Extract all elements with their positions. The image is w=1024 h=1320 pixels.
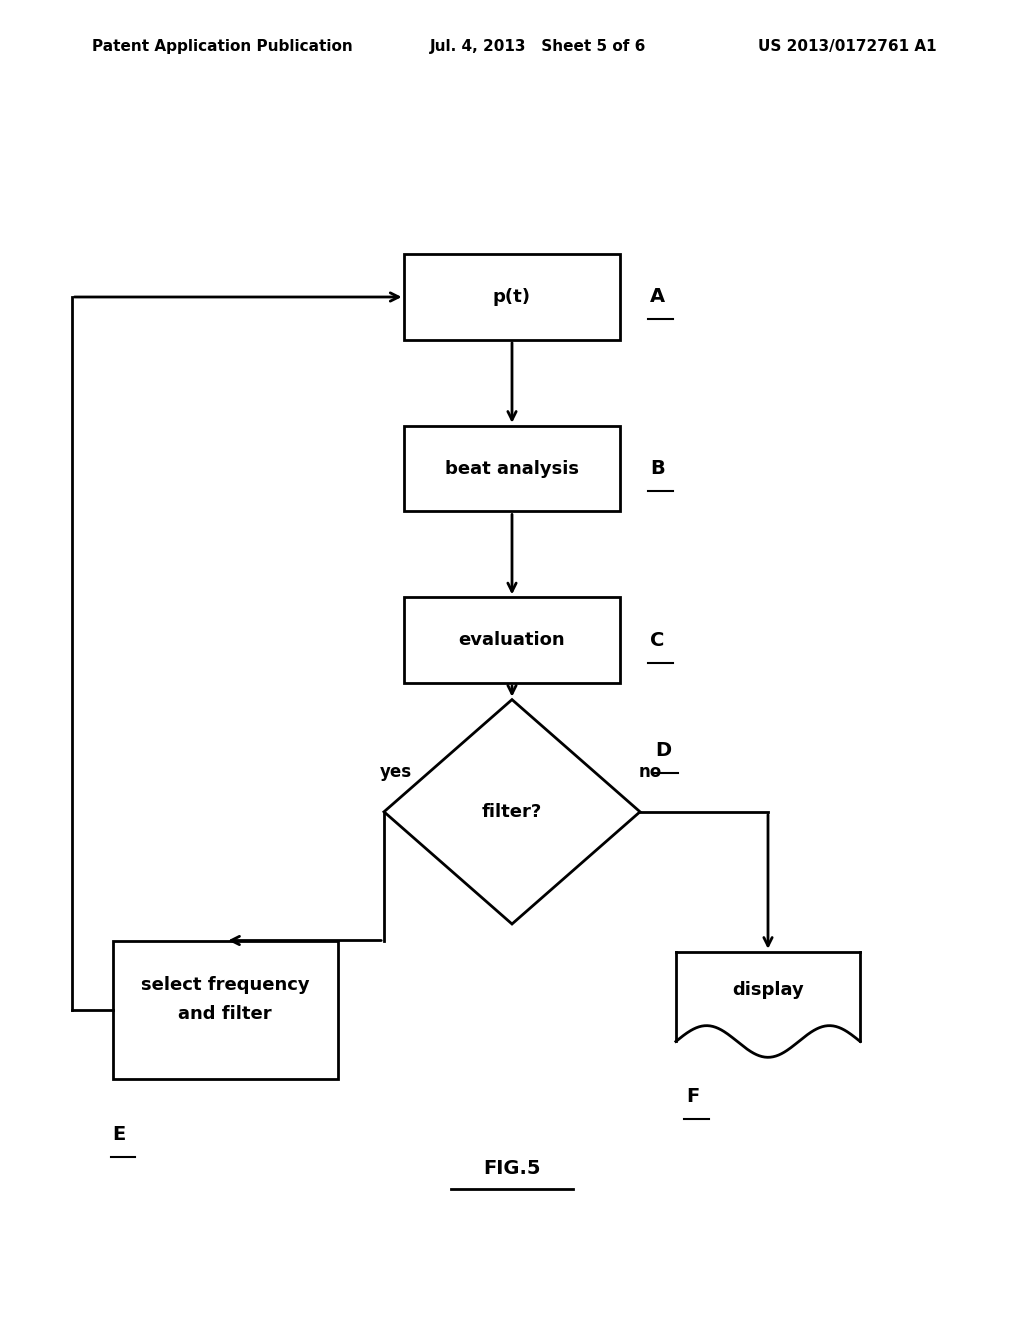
Text: yes: yes [380, 763, 413, 781]
Text: C: C [650, 631, 665, 649]
Text: D: D [655, 741, 672, 759]
Text: US 2013/0172761 A1: US 2013/0172761 A1 [758, 38, 936, 54]
Text: beat analysis: beat analysis [445, 459, 579, 478]
Text: filter?: filter? [482, 803, 542, 821]
Text: FIG.5: FIG.5 [483, 1159, 541, 1177]
FancyBboxPatch shape [404, 597, 620, 682]
Text: B: B [650, 459, 665, 478]
Text: E: E [113, 1125, 126, 1144]
Text: F: F [686, 1088, 699, 1106]
Text: display: display [732, 981, 804, 999]
Text: select frequency
and filter: select frequency and filter [141, 975, 309, 1023]
Text: p(t): p(t) [493, 288, 531, 306]
FancyBboxPatch shape [404, 253, 620, 339]
Polygon shape [384, 700, 640, 924]
Text: Jul. 4, 2013   Sheet 5 of 6: Jul. 4, 2013 Sheet 5 of 6 [430, 38, 646, 54]
Text: evaluation: evaluation [459, 631, 565, 649]
Text: Patent Application Publication: Patent Application Publication [92, 38, 353, 54]
Text: no: no [639, 763, 662, 781]
Text: A: A [650, 288, 666, 306]
FancyBboxPatch shape [113, 940, 338, 1080]
FancyBboxPatch shape [404, 425, 620, 511]
